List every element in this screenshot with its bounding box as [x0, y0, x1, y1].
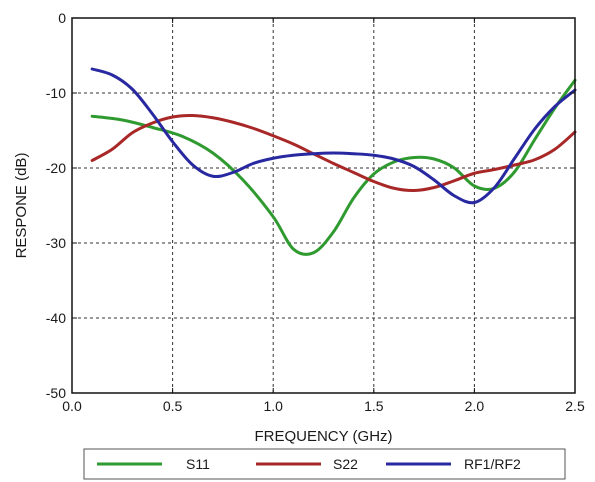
- y-axis-label: RESPONE (dB): [13, 153, 30, 259]
- x-tick-label: 1.0: [263, 398, 283, 414]
- legend-label-rf1-rf2: RF1/RF2: [464, 456, 521, 472]
- y-tick-label: -30: [46, 235, 66, 251]
- y-tick-label: -10: [46, 85, 66, 101]
- x-tick-label: 0.5: [163, 398, 183, 414]
- x-tick-label: 0.0: [62, 398, 82, 414]
- ticks: 0.0 0.5 1.0 1.5 2.0 2.5 0 -10 -20 -30 -40 -50: [46, 10, 585, 414]
- x-tick-label: 2.0: [465, 398, 485, 414]
- plot-area: [72, 18, 575, 393]
- y-tick-label: -40: [46, 310, 66, 326]
- legend-label-s11: S11: [186, 456, 210, 472]
- plot-frame: [71, 17, 576, 394]
- series-line-rf1-rf2: [90, 67, 577, 205]
- legend: S11 S22 RF1/RF2: [83, 448, 566, 480]
- legend-label-s22: S22: [333, 456, 358, 472]
- series-line-s22: [90, 113, 577, 193]
- y-tick-label: 0: [58, 10, 66, 26]
- series-group: [90, 67, 577, 256]
- x-tick-label: 2.5: [565, 398, 585, 414]
- x-axis-label: FREQUENCY (GHz): [254, 428, 392, 445]
- y-tick-label: -50: [46, 385, 66, 401]
- x-tick-label: 1.5: [364, 398, 384, 414]
- series-line-s11: [90, 78, 577, 256]
- legend-box: [83, 448, 566, 480]
- grid: [72, 18, 575, 393]
- y-tick-label: -20: [46, 160, 66, 176]
